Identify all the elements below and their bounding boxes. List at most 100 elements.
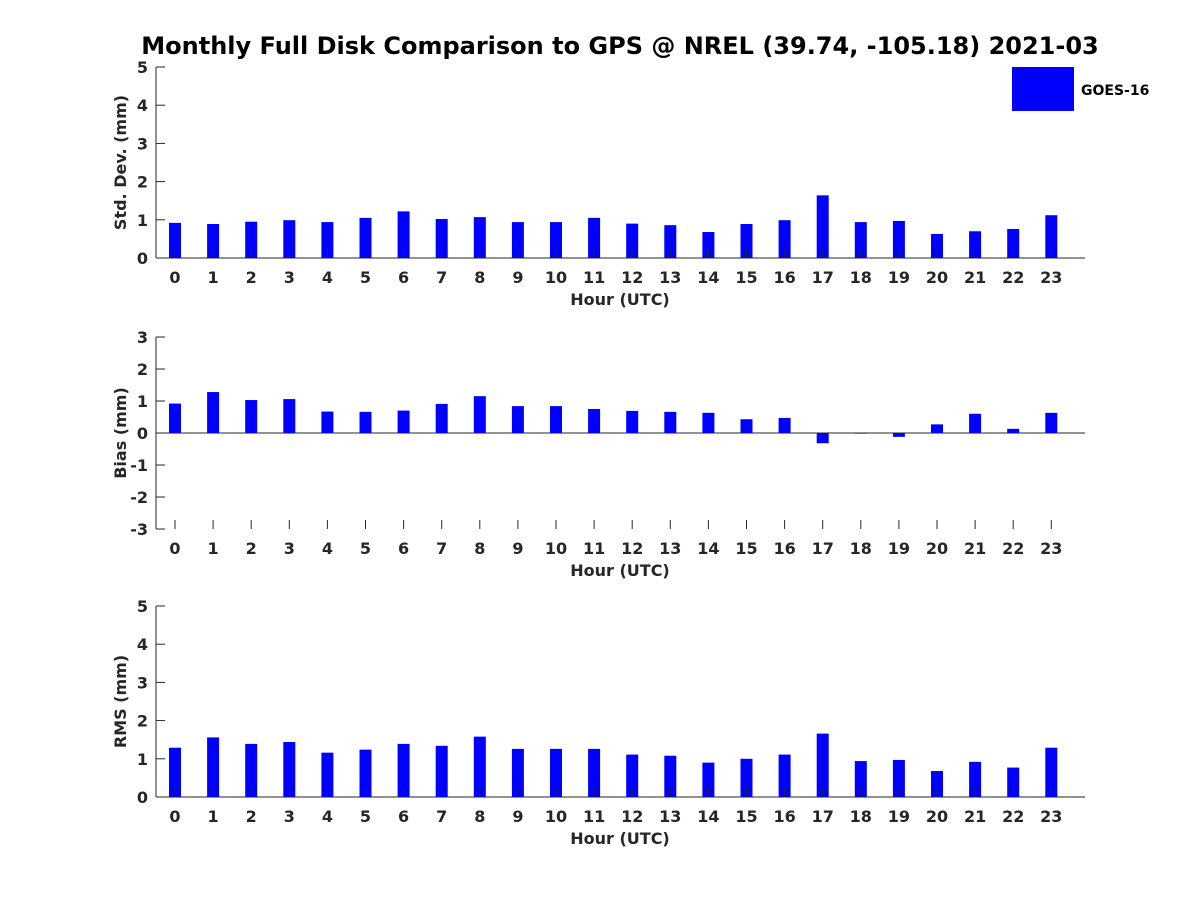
x-tick-label: 0	[169, 807, 180, 826]
bar-hour-16	[778, 417, 791, 433]
x-tick-label: 2	[246, 539, 257, 558]
bar-hour-2	[245, 221, 258, 258]
x-tick-label: 20	[926, 807, 948, 826]
bar-hour-13	[664, 755, 677, 797]
x-tick-label: 9	[512, 539, 523, 558]
bar-hour-17	[816, 195, 829, 258]
bar-hour-12	[626, 223, 639, 258]
bar-hour-1	[207, 737, 220, 797]
bar-hour-18	[854, 222, 867, 258]
x-tick-label: 21	[964, 539, 986, 558]
x-tick-label: 17	[812, 268, 834, 287]
x-tick-label: 6	[398, 807, 409, 826]
bar-hour-5	[359, 411, 372, 433]
x-tick-label: 4	[322, 807, 333, 826]
bar-hour-21	[969, 413, 982, 433]
y-tick-label: 4	[137, 635, 148, 654]
x-tick-label: 19	[888, 539, 910, 558]
x-tick-label: 16	[773, 807, 795, 826]
bar-hour-22	[1007, 767, 1020, 797]
x-tick-label: 19	[888, 807, 910, 826]
bar-hour-17	[816, 433, 829, 444]
bar-hour-0	[169, 747, 181, 797]
y-axis-label: RMS (mm)	[111, 655, 130, 748]
x-tick-label: 7	[436, 539, 447, 558]
x-axis-label: Hour (UTC)	[570, 829, 670, 848]
x-tick-label: 13	[659, 807, 681, 826]
legend: GOES-16	[1012, 67, 1149, 111]
x-tick-label: 5	[360, 539, 371, 558]
x-tick-label: 7	[436, 807, 447, 826]
x-tick-label: 8	[474, 807, 485, 826]
y-tick-label: 3	[137, 328, 148, 347]
legend-swatch	[1012, 67, 1074, 111]
y-tick-label: 0	[137, 424, 148, 443]
y-axis-label: Bias (mm)	[111, 387, 130, 479]
bar-hour-14	[702, 412, 715, 433]
bar-hour-5	[359, 217, 372, 258]
bar-hour-19	[892, 433, 905, 437]
bar-hour-6	[397, 211, 410, 258]
x-tick-label: 5	[360, 807, 371, 826]
bar-hour-23	[1045, 747, 1058, 797]
x-tick-label: 22	[1002, 268, 1024, 287]
x-tick-label: 0	[169, 539, 180, 558]
y-tick-label: 2	[137, 173, 148, 192]
x-tick-label: 3	[284, 268, 295, 287]
x-tick-label: 1	[208, 539, 219, 558]
x-tick-label: 17	[812, 807, 834, 826]
bar-hour-1	[207, 224, 220, 258]
x-tick-label: 17	[812, 539, 834, 558]
x-tick-label: 10	[545, 539, 567, 558]
bar-hour-8	[473, 396, 486, 433]
bar-hour-12	[626, 754, 639, 797]
bar-hour-6	[397, 410, 410, 433]
x-tick-label: 5	[360, 268, 371, 287]
bar-hour-1	[207, 392, 220, 433]
x-axis-label: Hour (UTC)	[570, 561, 670, 580]
y-tick-label: 3	[137, 134, 148, 153]
bar-hour-8	[473, 736, 486, 797]
x-tick-label: 13	[659, 539, 681, 558]
bar-hour-19	[892, 759, 905, 797]
x-tick-label: 22	[1002, 807, 1024, 826]
y-tick-label: 2	[137, 712, 148, 731]
bar-hour-13	[664, 411, 677, 433]
x-tick-label: 3	[284, 807, 295, 826]
y-tick-label: 5	[137, 58, 148, 77]
y-tick-label: 0	[137, 249, 148, 268]
x-axis-label: Hour (UTC)	[570, 290, 670, 309]
x-tick-label: 2	[246, 807, 257, 826]
bar-hour-7	[435, 745, 448, 797]
bar-hour-22	[1007, 228, 1020, 258]
x-tick-label: 8	[474, 268, 485, 287]
bar-hour-5	[359, 749, 372, 797]
x-tick-label: 18	[850, 807, 872, 826]
y-tick-label: -1	[130, 456, 148, 475]
x-tick-label: 22	[1002, 539, 1024, 558]
x-tick-label: 11	[583, 807, 605, 826]
x-tick-label: 20	[926, 539, 948, 558]
bar-hour-15	[740, 758, 753, 797]
y-tick-label: 1	[137, 750, 148, 769]
bar-hour-7	[435, 219, 448, 258]
x-tick-label: 18	[850, 268, 872, 287]
bar-hour-0	[169, 222, 181, 258]
bar-hour-7	[435, 403, 448, 433]
x-tick-label: 8	[474, 539, 485, 558]
bar-hour-2	[245, 743, 258, 797]
bar-hour-0	[169, 403, 181, 433]
x-tick-label: 6	[398, 539, 409, 558]
bar-hour-11	[588, 748, 601, 797]
bar-hour-23	[1045, 215, 1058, 258]
y-tick-label: 3	[137, 673, 148, 692]
bar-hour-4	[321, 411, 334, 433]
bar-hour-11	[588, 217, 601, 258]
bar-hour-10	[550, 406, 562, 433]
bar-hour-3	[283, 399, 296, 433]
y-tick-label: -3	[130, 520, 148, 539]
bar-hour-16	[778, 220, 791, 258]
